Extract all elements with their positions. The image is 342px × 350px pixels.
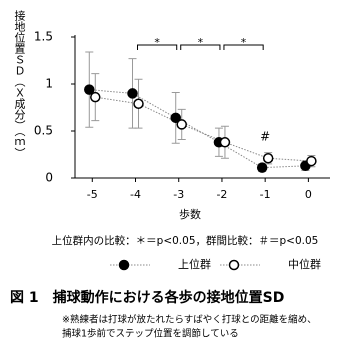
marker: [176, 119, 187, 130]
y-tick-label: 0.5: [34, 124, 53, 138]
series-line: [95, 96, 312, 162]
significance-mark: #: [260, 130, 270, 144]
marker: [84, 84, 95, 95]
y-axis-title: 接地位置ＳＤ（Ｘ成分）（ｍ）: [13, 10, 26, 159]
significance-label: *: [241, 36, 247, 49]
note: 上位群内の比較：＊＝p<0.05，群間比較：＃＝p<0.05: [52, 234, 319, 247]
significance-bracket: [223, 44, 264, 50]
legend-marker: [228, 259, 240, 271]
footnote: 捕球1歩前でステップ位置を調節している: [62, 328, 239, 340]
legend-label: 中位群: [288, 257, 321, 271]
marker: [90, 91, 101, 103]
marker: [133, 98, 144, 109]
legend-marker: [118, 259, 130, 271]
legend-label: 上位群: [178, 257, 211, 271]
footnote: ※熟練者は打球が放たれたらすばやく打球との距離を縮め、: [62, 314, 317, 326]
x-axis-title: 歩数: [179, 207, 201, 221]
significance-bracket: [180, 44, 221, 50]
caption: 図 1 捕球動作における各歩の接地位置SD: [10, 289, 284, 306]
marker: [306, 155, 317, 167]
marker: [262, 153, 274, 164]
y-tick-label: 1: [45, 77, 53, 91]
y-tick-label: 1.5: [34, 30, 53, 44]
y-tick-label: 0: [45, 171, 53, 185]
x-tick-label: -2: [216, 188, 227, 201]
series-line: [89, 89, 306, 169]
marker: [256, 162, 268, 173]
marker: [127, 88, 138, 99]
marker: [219, 137, 231, 148]
x-tick-label: -3: [173, 188, 184, 201]
x-tick-label: 0: [305, 188, 312, 201]
x-tick-label: -4: [130, 188, 141, 201]
x-tick-label: -5: [87, 188, 98, 201]
significance-bracket: [137, 44, 178, 50]
x-tick-label: -1: [260, 188, 271, 201]
significance-label: *: [198, 36, 204, 49]
significance-label: *: [154, 36, 160, 49]
marker: [170, 112, 181, 124]
